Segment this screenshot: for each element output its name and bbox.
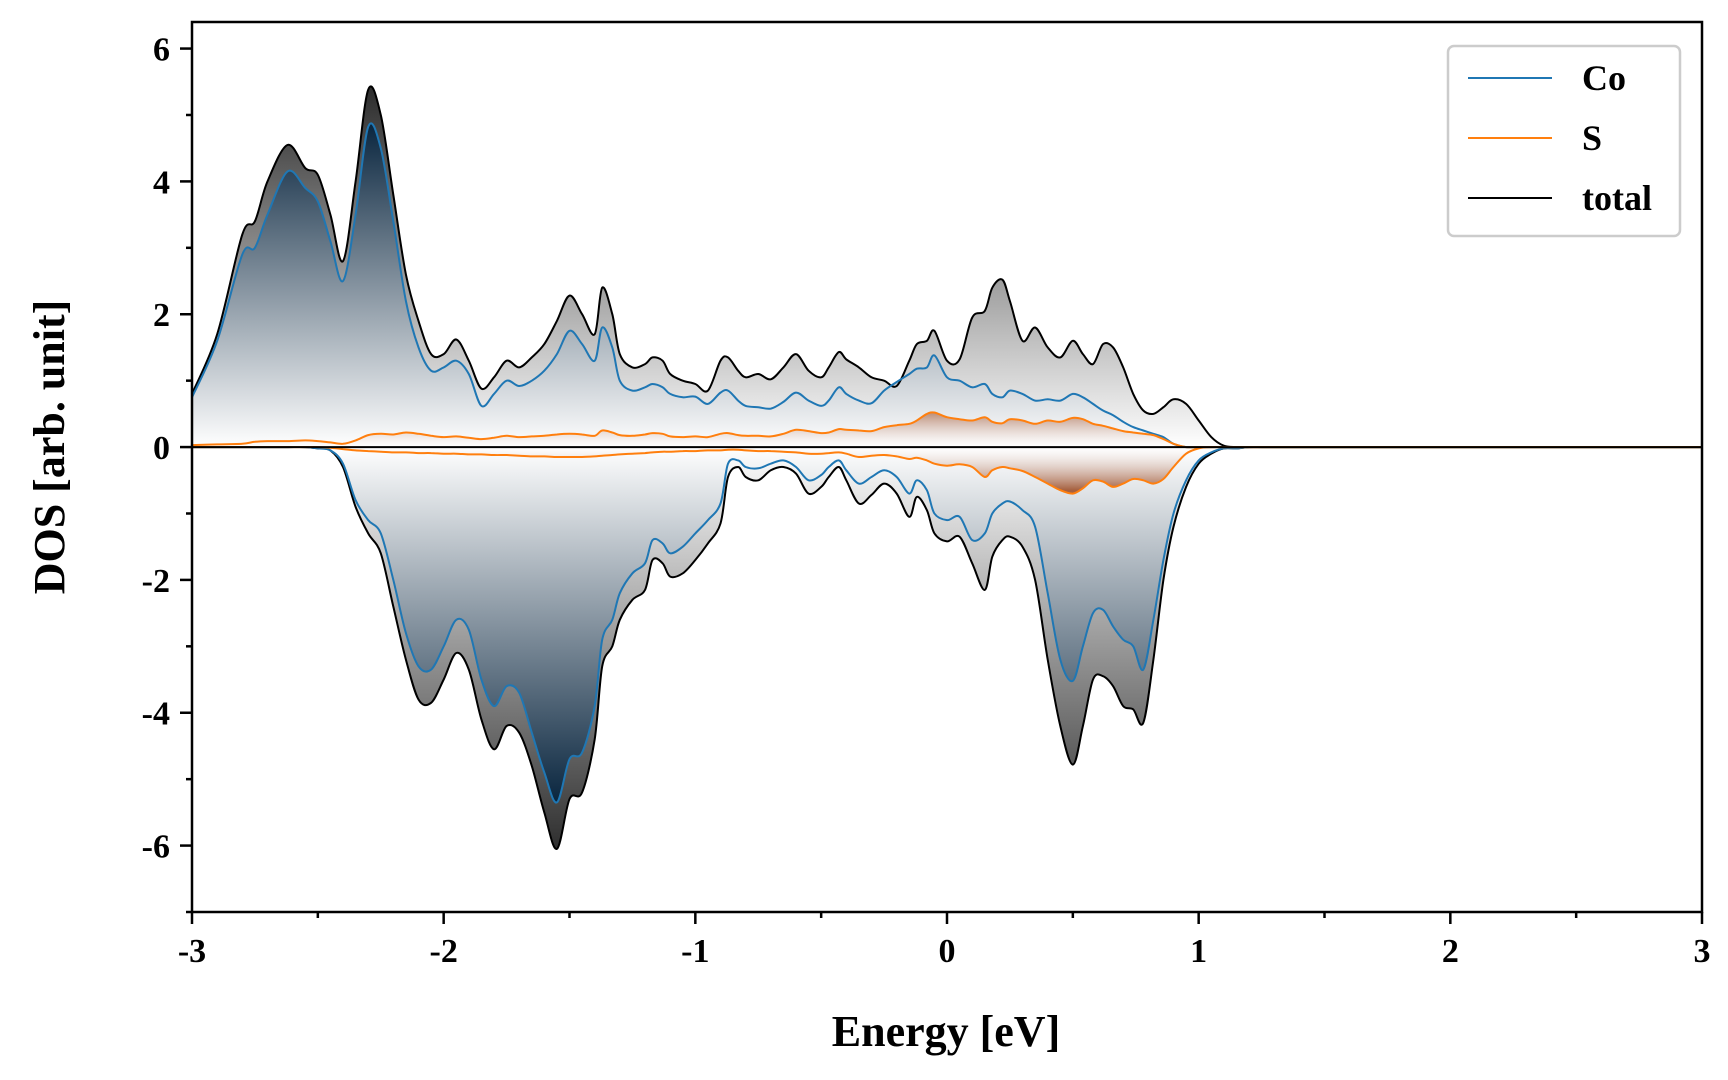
dos-fills xyxy=(192,86,1702,850)
co-spin-down-area xyxy=(192,447,1702,803)
legend-label-total: total xyxy=(1582,178,1652,218)
y-tick-label: -2 xyxy=(142,563,170,600)
y-axis-ticks: -6 -4 -2 0 2 4 6 xyxy=(142,32,192,914)
x-tick-label: 1 xyxy=(1190,933,1207,970)
co-spin-up-area xyxy=(192,123,1702,448)
legend-label-co: Co xyxy=(1582,58,1626,98)
s-spin-up-area xyxy=(192,412,1702,448)
y-tick-label: -6 xyxy=(142,829,170,866)
x-tick-label: 2 xyxy=(1442,933,1459,970)
legend-label-s: S xyxy=(1582,118,1602,158)
y-tick-label: 4 xyxy=(153,164,170,201)
y-tick-label: 0 xyxy=(153,430,170,467)
s-spin-down-area xyxy=(192,447,1702,494)
legend-box xyxy=(1446,44,1682,238)
y-tick-label: 2 xyxy=(153,297,170,334)
x-axis-ticks: -3 -2 -1 0 1 2 3 xyxy=(178,912,1711,970)
y-tick-label: -4 xyxy=(142,696,170,733)
x-axis-title: Energy [eV] xyxy=(832,1007,1061,1056)
x-tick-label: -2 xyxy=(430,933,458,970)
x-tick-label: 0 xyxy=(939,933,956,970)
x-tick-label: 3 xyxy=(1694,933,1711,970)
x-tick-label: -1 xyxy=(681,933,709,970)
x-tick-label: -3 xyxy=(178,933,206,970)
y-tick-label: 6 xyxy=(153,32,170,69)
y-axis-title: DOS [arb. unit] xyxy=(25,300,74,595)
